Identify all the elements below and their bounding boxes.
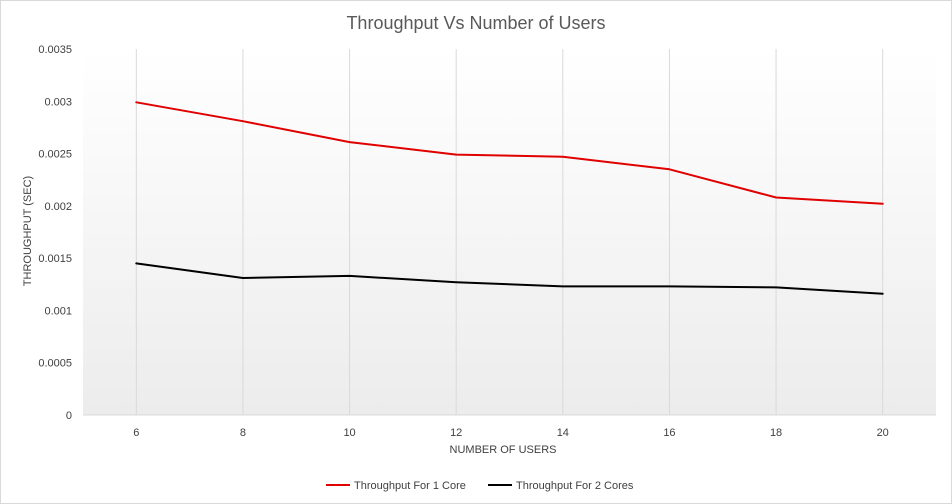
gridlines <box>83 49 936 416</box>
x-tick-label: 14 <box>557 427 569 439</box>
y-tick-label: 0.0035 <box>38 44 72 56</box>
y-tick-label: 0.0025 <box>38 149 72 161</box>
x-tick-label: 20 <box>877 427 889 439</box>
y-tick-label: 0.0005 <box>38 358 72 370</box>
y-tick-label: 0.002 <box>44 201 72 213</box>
x-tick-label: 8 <box>240 427 246 439</box>
y-tick-label: 0.0015 <box>38 253 72 265</box>
legend-label: Throughput For 2 Cores <box>516 480 634 492</box>
y-tick-label: 0 <box>66 410 72 422</box>
y-axis-label: THROUGHPUT (SEC) <box>22 176 34 286</box>
y-tick-label: 0.001 <box>44 305 72 317</box>
plot-area <box>83 49 936 415</box>
x-tick-label: 16 <box>663 427 675 439</box>
x-tick-label: 18 <box>770 427 782 439</box>
y-tick-labels: 0 0.0005 0.001 0.0015 0.002 0.0025 0.003 0.0035 <box>38 44 72 422</box>
chart-title: Throughput Vs Number of Users <box>346 13 605 33</box>
x-tick-label: 6 <box>133 427 139 439</box>
x-tick-label: 10 <box>343 427 355 439</box>
series-line-2 <box>135 262 884 295</box>
legend: Throughput For 1 Core Throughput For 2 Co… <box>326 480 634 492</box>
y-tick-label: 0.003 <box>44 96 72 108</box>
x-tick-label: 12 <box>450 427 462 439</box>
x-axis-label: NUMBER OF USERS <box>450 444 557 456</box>
series-lines <box>135 101 884 295</box>
series-line-1 <box>135 101 884 205</box>
x-tick-labels: 6 8 10 12 14 16 18 20 <box>133 427 889 439</box>
legend-label: Throughput For 1 Core <box>354 480 466 492</box>
